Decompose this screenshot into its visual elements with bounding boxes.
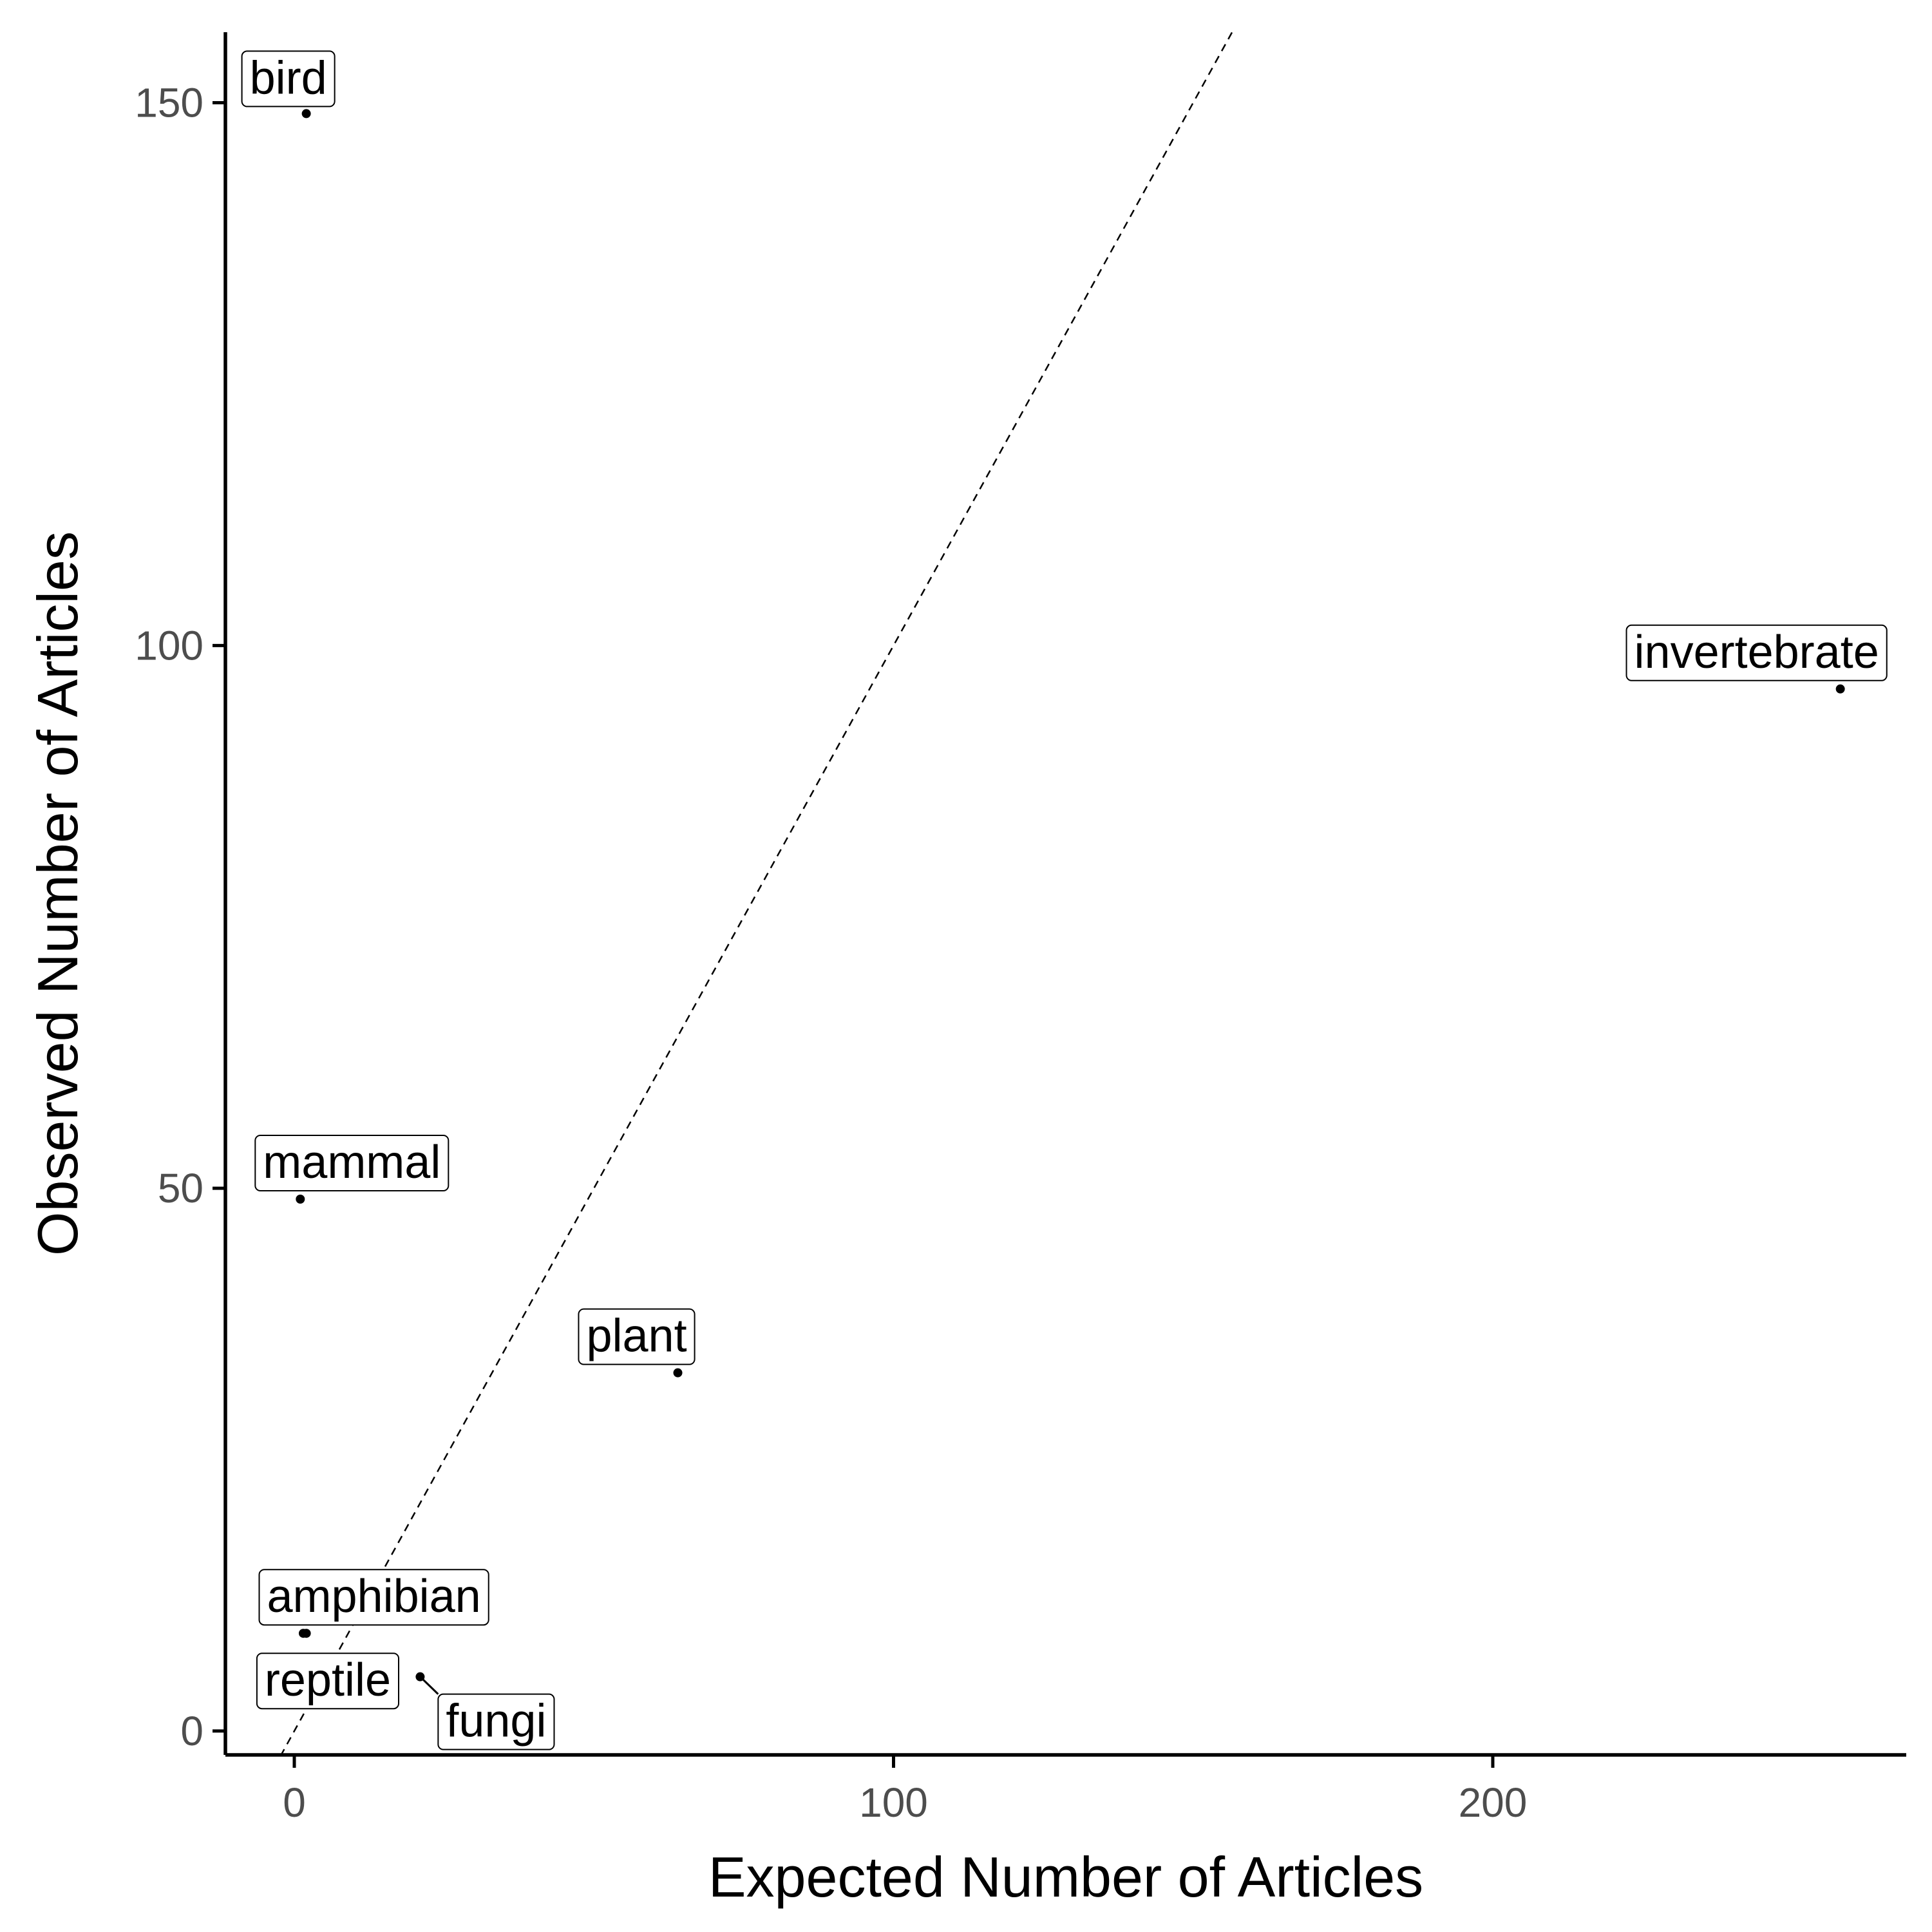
x-tick-label: 0 xyxy=(283,1779,306,1826)
point-label-mammal: mammal xyxy=(254,1134,450,1191)
point-label-text: plant xyxy=(586,1311,687,1362)
x-axis-title: Expected Number of Articles xyxy=(708,1845,1423,1909)
data-point-bird xyxy=(301,109,311,118)
point-label-text: fungi xyxy=(446,1696,546,1747)
point-label-text: reptile xyxy=(265,1654,391,1706)
label-leader-line xyxy=(419,1676,439,1695)
point-label-amphibian: amphibian xyxy=(258,1569,489,1626)
data-point-reptile xyxy=(298,1629,308,1638)
point-label-text: bird xyxy=(250,52,327,104)
point-label-reptile: reptile xyxy=(256,1653,400,1710)
point-label-text: mammal xyxy=(263,1137,440,1188)
x-tick-label: 200 xyxy=(1459,1779,1528,1826)
data-point-invertebrate xyxy=(1835,684,1845,694)
points-layer xyxy=(296,109,1845,1681)
point-label-text: amphibian xyxy=(267,1571,480,1622)
point-label-box xyxy=(578,1308,696,1365)
point-label-fungi: fungi xyxy=(419,1676,555,1750)
data-point-mammal xyxy=(296,1194,305,1204)
point-label-text: invertebrate xyxy=(1634,627,1879,678)
point-label-invertebrate: invertebrate xyxy=(1625,624,1888,681)
y-tick-label: 150 xyxy=(135,80,204,126)
labels-layer: bird invertebrate mammal plant amphibian rept… xyxy=(241,50,1888,1750)
point-label-box xyxy=(437,1693,555,1750)
point-label-bird: bird xyxy=(241,50,336,108)
data-point-plant xyxy=(673,1368,683,1378)
y-tick-label: 100 xyxy=(135,622,204,668)
point-label-box xyxy=(1625,624,1888,681)
point-label-box xyxy=(258,1569,489,1626)
point-label-box xyxy=(241,50,336,108)
point-label-box xyxy=(254,1134,450,1191)
y-tick-label: 0 xyxy=(180,1708,204,1754)
point-label-box xyxy=(256,1653,400,1710)
x-axis-ticks: 0 100 200 xyxy=(283,1755,1527,1826)
point-label-plant: plant xyxy=(578,1308,696,1365)
y-tick-label: 50 xyxy=(158,1165,204,1211)
y-axis-title: Observed Number of Articles xyxy=(26,531,90,1256)
y-axis-ticks: 0 50 100 150 xyxy=(135,80,225,1754)
identity-reference-line xyxy=(279,32,1233,1757)
x-tick-label: 100 xyxy=(859,1779,928,1826)
